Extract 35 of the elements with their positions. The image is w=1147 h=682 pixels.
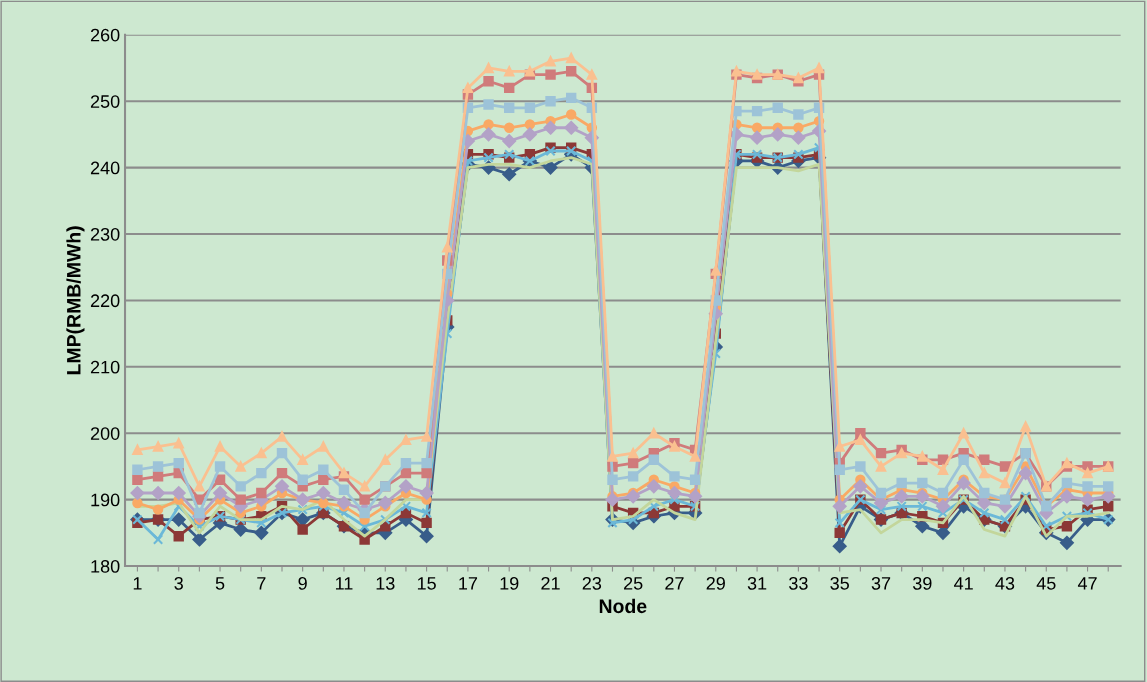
x-tick-label: 9 xyxy=(298,576,307,590)
y-tick-label: 200 xyxy=(90,427,120,440)
y-tick-label: 190 xyxy=(91,493,120,507)
y-tick-label: 250 xyxy=(90,95,120,108)
y-axis-title: LMP(RMB/MWh) xyxy=(66,226,85,375)
x-tick-label: 13 xyxy=(376,576,395,590)
x-tick-label: 1 xyxy=(133,577,142,590)
x-tick-label: 39 xyxy=(912,576,932,590)
x-tick-label: 41 xyxy=(954,577,973,590)
x-tick-label: 37 xyxy=(871,576,891,590)
x-tick-label: 25 xyxy=(624,576,643,590)
x-tick-label: 27 xyxy=(665,576,684,590)
y-tick-label: 180 xyxy=(91,559,120,573)
y-tick-label: 240 xyxy=(90,161,120,175)
x-tick-label: 29 xyxy=(706,576,725,590)
x-tick-label: 47 xyxy=(1077,577,1097,590)
x-tick-label: 45 xyxy=(1036,577,1056,590)
x-tick-label: 17 xyxy=(459,577,478,590)
x-tick-label: 5 xyxy=(215,577,225,590)
x-tick-label: 43 xyxy=(995,576,1015,590)
x-tick-label: 21 xyxy=(541,576,560,590)
y-tick-label: 260 xyxy=(90,28,120,42)
y-tick-label: 220 xyxy=(90,294,120,308)
y-tick-label: 210 xyxy=(90,360,120,374)
x-tick-label: 31 xyxy=(747,576,767,590)
x-axis-title: Node xyxy=(599,598,647,614)
y-tick-label: 230 xyxy=(90,227,120,241)
x-tick-label: 3 xyxy=(174,576,183,590)
x-tick-label: 35 xyxy=(830,576,849,590)
x-tick-label: 15 xyxy=(417,577,436,590)
x-tick-label: 11 xyxy=(335,577,353,590)
x-tick-label: 23 xyxy=(582,576,602,590)
x-tick-label: 19 xyxy=(500,576,519,590)
x-tick-label: 33 xyxy=(789,576,808,590)
x-tick-label: 7 xyxy=(257,577,266,590)
